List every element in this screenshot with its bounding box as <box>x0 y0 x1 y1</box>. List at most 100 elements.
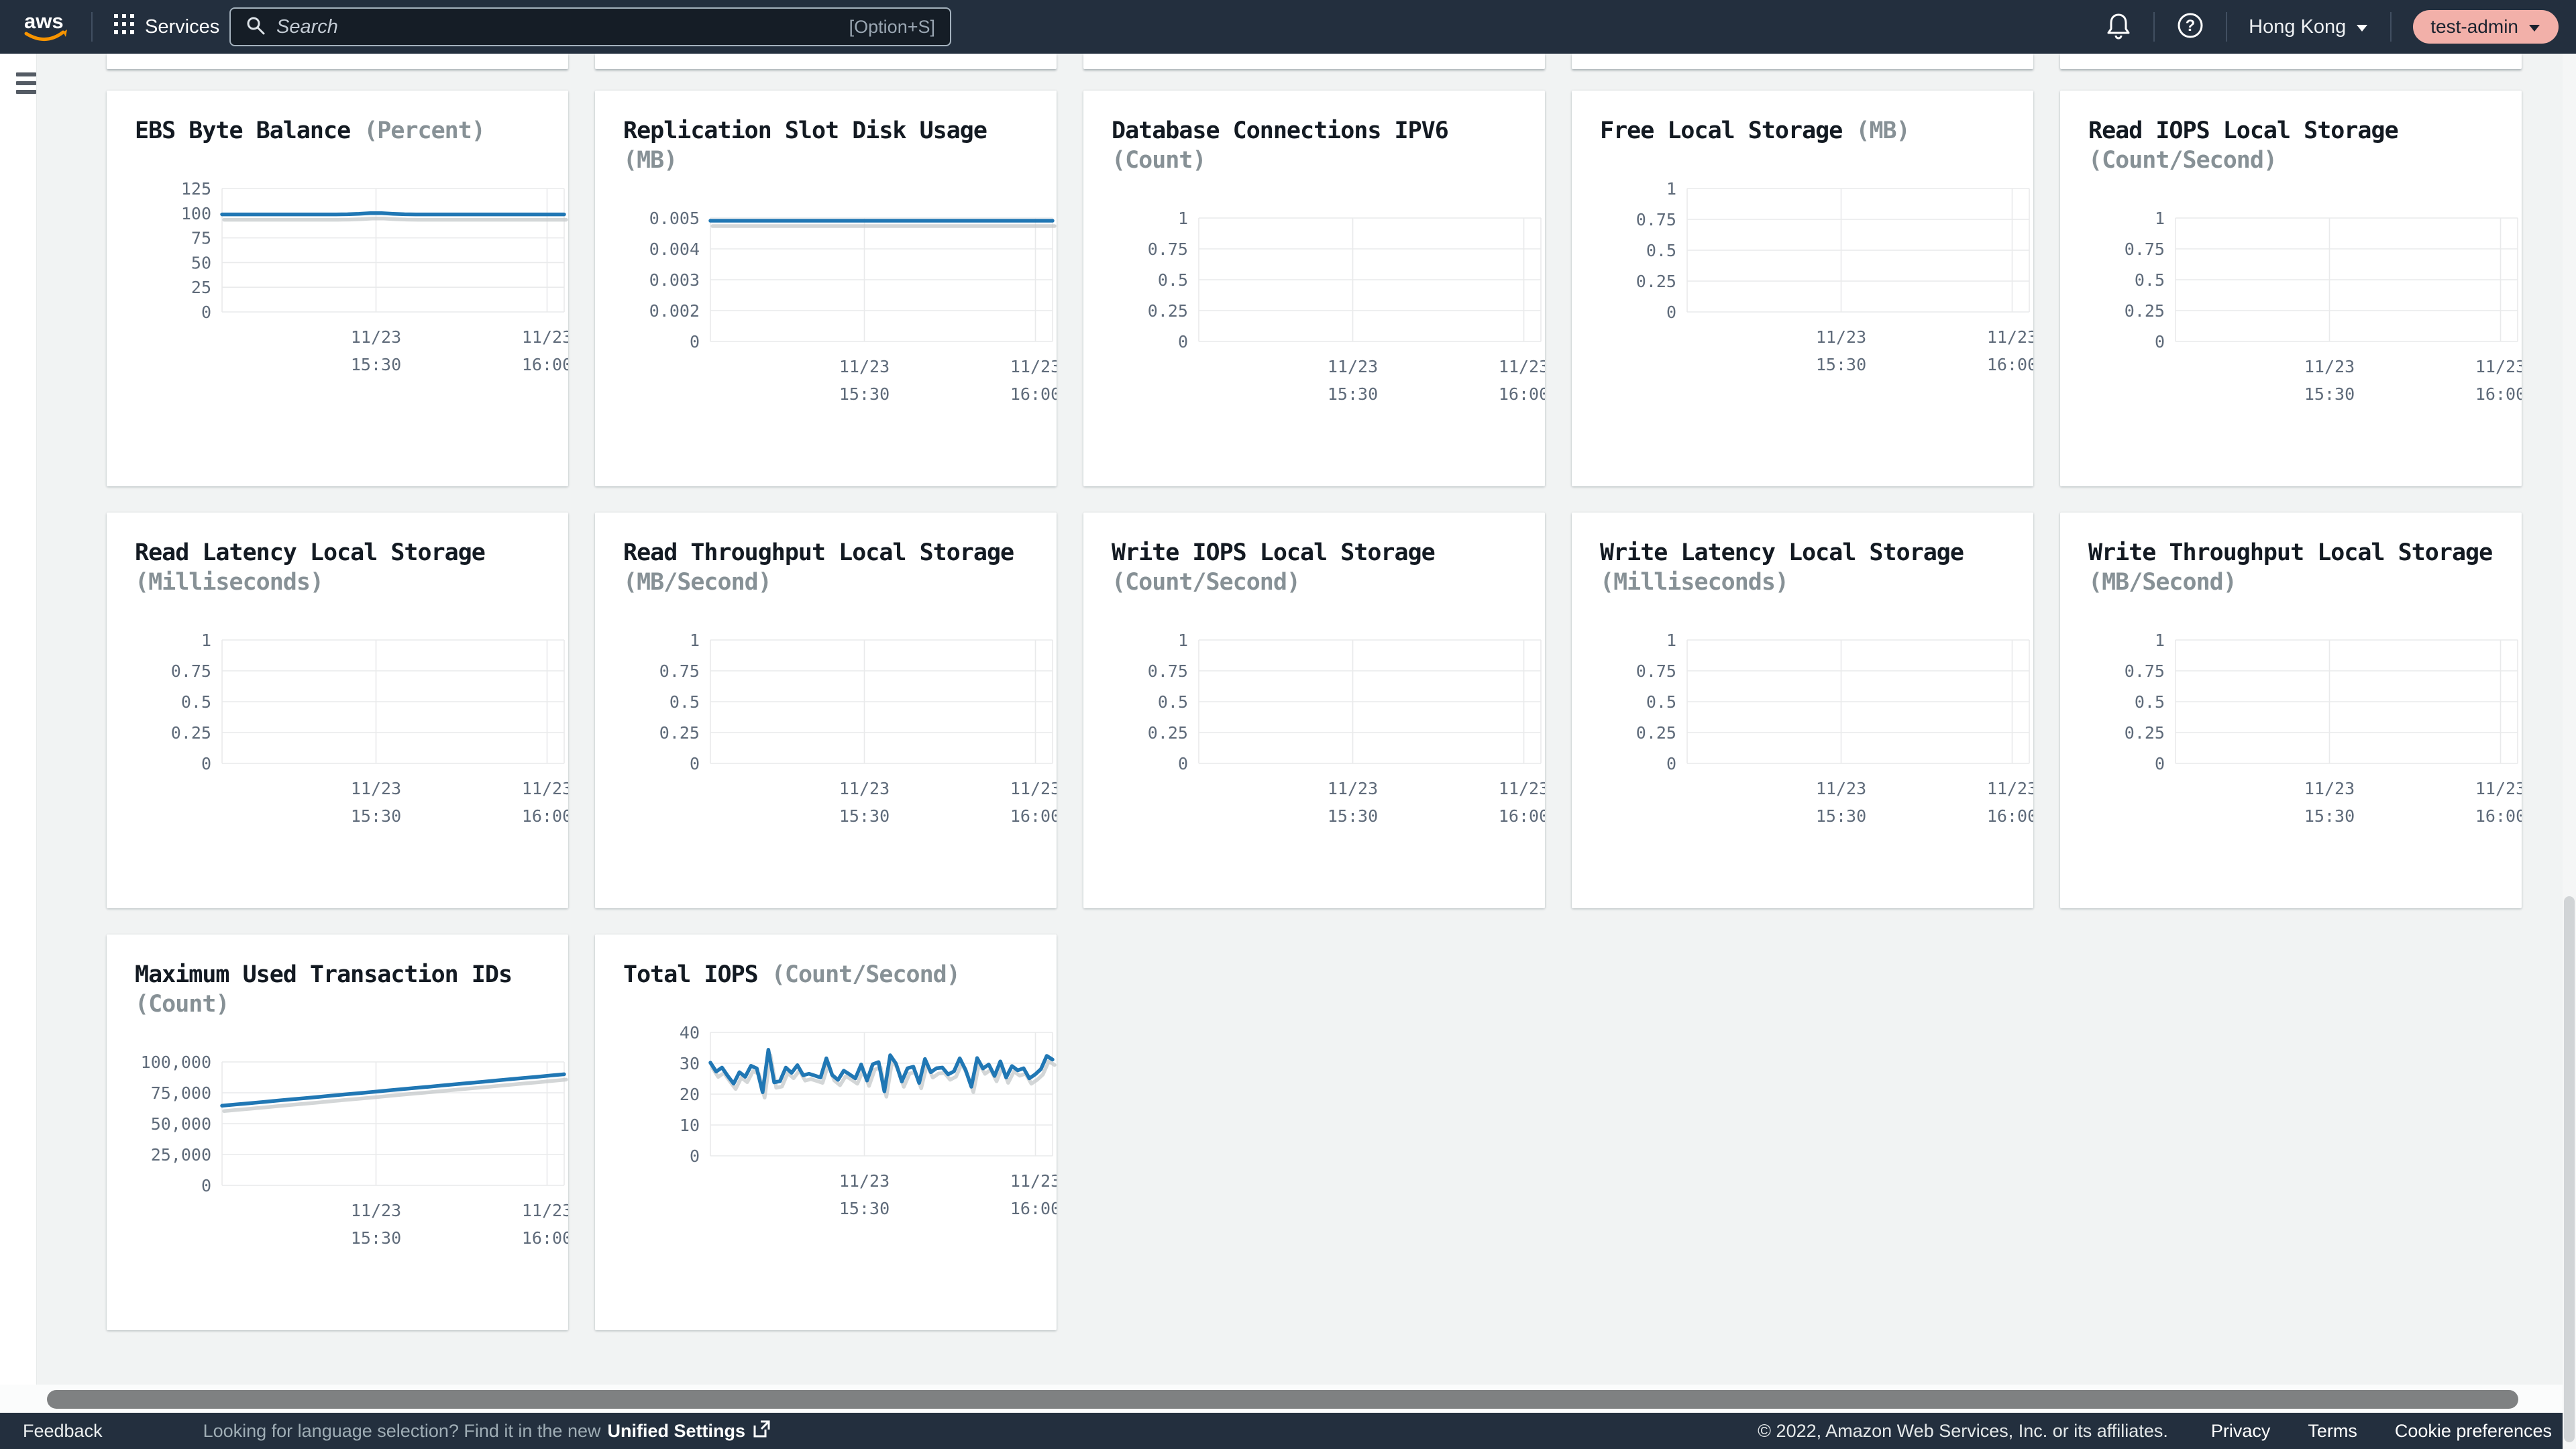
svg-text:0.25: 0.25 <box>171 723 211 743</box>
metric-chart-plot: 1 0.75 0.5 0.25 0 11/23 15:30 11/23 16:00 <box>659 631 1057 826</box>
chart-title: Write IOPS Local Storage (Count/Second) <box>1112 539 1436 596</box>
aws-logo[interactable]: aws <box>20 7 71 48</box>
svg-text:0: 0 <box>201 754 211 773</box>
chart-title: Read Latency Local Storage (Milliseconds… <box>135 539 486 596</box>
svg-text:0.5: 0.5 <box>2135 692 2165 712</box>
horizontal-scrollbar-thumb[interactable] <box>47 1390 2518 1409</box>
global-search[interactable]: [Option+S] <box>229 7 951 46</box>
svg-text:11/23: 11/23 <box>1010 357 1057 376</box>
search-shortcut-hint: [Option+S] <box>849 16 935 37</box>
metric-card-free-local-storage[interactable]: Free Local Storage (MB) 1 0.75 0.5 0.25 0 11/2… <box>1572 91 2033 486</box>
chart-unit: (MB) <box>623 147 678 174</box>
chart-unit: (Count/Second) <box>1112 569 1301 596</box>
svg-text:0: 0 <box>2155 754 2165 773</box>
vertical-scrollbar-thumb[interactable] <box>2564 896 2575 1442</box>
svg-text:0: 0 <box>690 754 700 773</box>
services-menu-button[interactable]: Services <box>113 13 219 41</box>
chart-unit: (Milliseconds) <box>1600 569 1789 596</box>
metric-chart-plot: 0.005 0.004 0.003 0.002 0 11/23 15:30 11/23 16:0… <box>649 209 1057 404</box>
terms-link[interactable]: Terms <box>2308 1420 2357 1441</box>
chart-unit: (Count/Second) <box>771 961 961 988</box>
metric-card-maximum-used-transaction-ids[interactable]: Maximum Used Transaction IDs (Count) 100,… <box>107 934 568 1330</box>
svg-text:aws: aws <box>24 9 64 33</box>
partial-card <box>2060 54 2522 69</box>
caret-down-icon <box>2528 16 2541 38</box>
svg-text:0: 0 <box>1178 332 1188 352</box>
metric-card-read-latency-local-storage[interactable]: Read Latency Local Storage (Milliseconds… <box>107 513 568 908</box>
metric-chart-plot: 1 0.75 0.5 0.25 0 11/23 15:30 11/23 16:00 <box>2125 631 2522 826</box>
metric-card-write-throughput-local-storage[interactable]: Write Throughput Local Storage (MB/Secon… <box>2060 513 2522 908</box>
svg-text:11/23: 11/23 <box>1987 327 2033 347</box>
metric-card-write-latency-local-storage[interactable]: Write Latency Local Storage (Millisecond… <box>1572 513 2033 908</box>
metric-chart-plot: 40 30 20 10 0 11/23 15:30 11/23 16:00 <box>680 1023 1057 1218</box>
svg-text:0: 0 <box>1666 754 1676 773</box>
svg-text:11/23: 11/23 <box>2475 779 2522 798</box>
top-navigation-bar: aws Services <box>0 0 2576 54</box>
feedback-link[interactable]: Feedback <box>23 1420 103 1441</box>
svg-text:16:00: 16:00 <box>1010 384 1057 404</box>
partial-card <box>595 54 1057 69</box>
nav-divider <box>2390 12 2392 42</box>
metric-card-database-connections-ipv6[interactable]: Database Connections IPV6 (Count) 1 0.75 0.… <box>1083 91 1545 486</box>
chart-title: Read Throughput Local Storage (MB/Second… <box>623 539 1014 596</box>
menu-icon[interactable] <box>16 72 36 95</box>
svg-text:15:30: 15:30 <box>839 1199 890 1218</box>
svg-text:11/23: 11/23 <box>522 1201 568 1220</box>
metric-chart-plot: 1 0.75 0.5 0.25 0 11/23 15:30 11/23 16:00 <box>2125 209 2522 404</box>
svg-text:16:00: 16:00 <box>1010 1199 1057 1218</box>
svg-text:0.25: 0.25 <box>1148 723 1188 743</box>
language-selection-note: Looking for language selection? Find it … <box>203 1419 771 1443</box>
svg-text:?: ? <box>2186 17 2196 35</box>
chart-title: EBS Byte Balance (Percent) <box>135 117 486 144</box>
svg-text:50,000: 50,000 <box>151 1114 211 1134</box>
svg-text:1: 1 <box>201 631 211 650</box>
unified-settings-link[interactable]: Unified Settings <box>607 1420 745 1441</box>
svg-text:0.25: 0.25 <box>2125 301 2165 321</box>
svg-text:11/23: 11/23 <box>1010 779 1057 798</box>
metric-card-read-throughput-local-storage[interactable]: Read Throughput Local Storage (MB/Second… <box>595 513 1057 908</box>
nav-divider <box>2153 12 2155 42</box>
metric-card-ebs-byte-balance[interactable]: EBS Byte Balance (Percent) 125 100 75 50 25 0 1… <box>107 91 568 486</box>
chart-title: Replication Slot Disk Usage (MB) <box>623 117 987 174</box>
svg-text:1: 1 <box>1666 179 1676 199</box>
search-icon <box>246 15 266 39</box>
nav-divider <box>2226 12 2228 42</box>
chart-title: Free Local Storage (MB) <box>1600 117 1911 144</box>
search-input[interactable] <box>276 15 849 38</box>
svg-text:0.25: 0.25 <box>659 723 700 743</box>
metric-chart-plot: 1 0.75 0.5 0.25 0 11/23 15:30 11/23 16:00 <box>1636 179 2033 374</box>
metric-card-write-iops-local-storage[interactable]: Write IOPS Local Storage (Count/Second) 1… <box>1083 513 1545 908</box>
svg-text:0.25: 0.25 <box>1636 272 1676 291</box>
help-button[interactable]: ? <box>2176 11 2204 43</box>
svg-text:11/23: 11/23 <box>839 1171 890 1191</box>
notifications-bell-button[interactable] <box>2105 11 2132 43</box>
svg-text:0.5: 0.5 <box>1158 270 1188 290</box>
metric-card-read-iops-local-storage[interactable]: Read IOPS Local Storage (Count/Second) 1 0… <box>2060 91 2522 486</box>
metric-card-total-iops[interactable]: Total IOPS (Count/Second) 40 30 20 10 0 11/23 1… <box>595 934 1057 1330</box>
account-menu-button[interactable]: test-admin <box>2413 10 2559 44</box>
svg-text:15:30: 15:30 <box>351 806 401 826</box>
svg-text:0.75: 0.75 <box>1636 661 1676 681</box>
svg-text:11/23: 11/23 <box>2304 357 2355 376</box>
chart-title: Database Connections IPV6 (Count) <box>1112 117 1449 174</box>
region-selector[interactable]: Hong Kong <box>2249 16 2369 38</box>
chart-unit: (Count) <box>135 991 230 1018</box>
chart-unit: (MB/Second) <box>2088 569 2237 596</box>
svg-text:0.25: 0.25 <box>1148 301 1188 321</box>
svg-text:0.75: 0.75 <box>659 661 700 681</box>
svg-text:15:30: 15:30 <box>1328 806 1378 826</box>
services-grid-icon <box>113 13 136 41</box>
cookie-preferences-link[interactable]: Cookie preferences <box>2394 1420 2552 1441</box>
svg-text:11/23: 11/23 <box>839 357 890 376</box>
svg-text:100,000: 100,000 <box>141 1053 211 1072</box>
svg-text:16:00: 16:00 <box>2475 384 2522 404</box>
privacy-link[interactable]: Privacy <box>2210 1420 2271 1441</box>
metric-chart-plot: 100,000 75,000 50,000 25,000 0 11/23 15:30 11/2… <box>141 1053 568 1248</box>
svg-text:16:00: 16:00 <box>1987 806 2033 826</box>
metric-chart-plot: 1 0.75 0.5 0.25 0 11/23 15:30 11/23 16:00 <box>1148 631 1545 826</box>
metric-card-replication-slot-disk-usage[interactable]: Replication Slot Disk Usage (MB) 0.005 0.0… <box>595 91 1057 486</box>
svg-text:16:00: 16:00 <box>1010 806 1057 826</box>
svg-text:16:00: 16:00 <box>522 1228 568 1248</box>
svg-text:16:00: 16:00 <box>522 806 568 826</box>
svg-text:1: 1 <box>1178 209 1188 228</box>
